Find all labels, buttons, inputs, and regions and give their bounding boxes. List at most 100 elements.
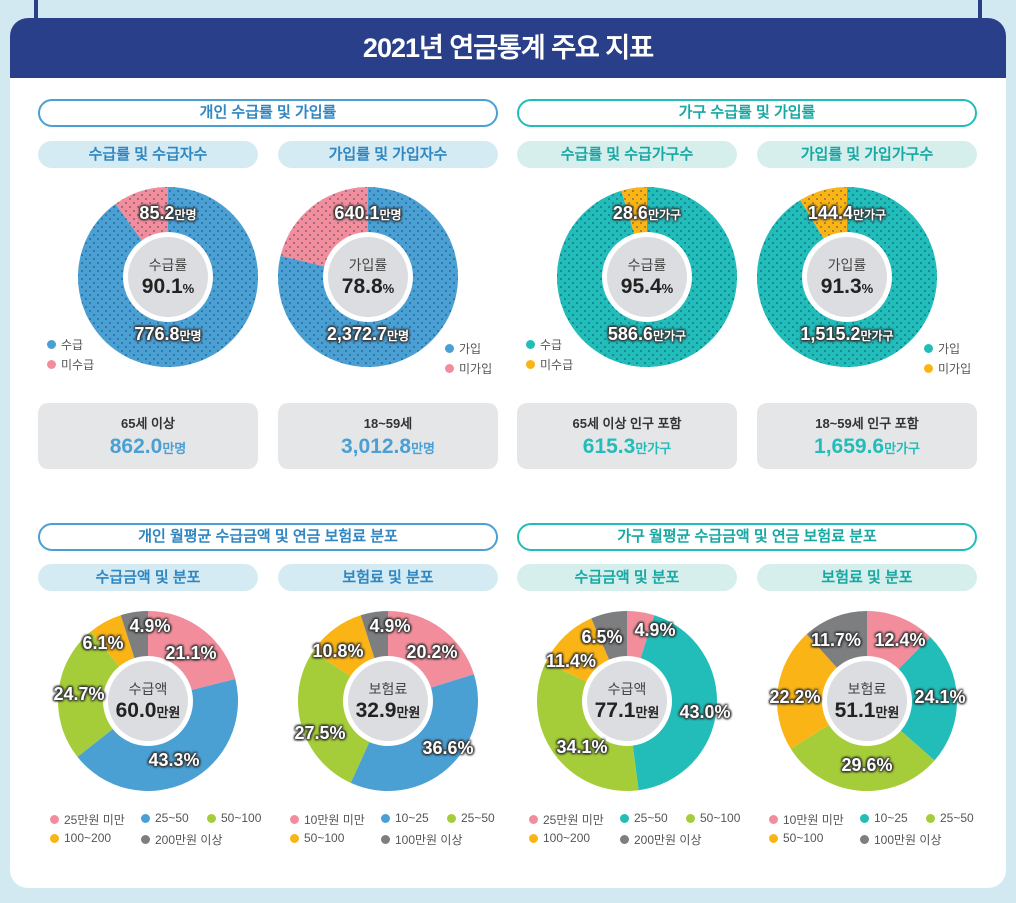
legend-item: 10만원 미만 [290, 811, 365, 828]
legend-label: 50~100 [700, 811, 741, 825]
slice-unit: 만명 [379, 208, 402, 222]
section-header: 가구 수급률 및 가입률 [517, 99, 977, 127]
slice-label: 29.6% [841, 755, 893, 775]
center-value: 90.1% [142, 275, 194, 299]
donut-chart [537, 611, 717, 791]
legend-item: 25~50 [620, 811, 668, 825]
center-value: 95.4% [621, 275, 673, 299]
chart-subtitle: 보험료 및 분포 [278, 564, 498, 591]
center-label: 보험료 [847, 681, 887, 697]
legend-label: 50~100 [304, 831, 345, 845]
slice-value: 586.6 [607, 324, 653, 344]
slice-unit: 만가구 [652, 329, 687, 343]
slice-value: 144.4 [807, 203, 853, 223]
center-number: 32.9 [355, 699, 397, 722]
slice-label: 43.0% [679, 702, 731, 722]
info-number: 615.3 [582, 435, 636, 458]
donut-center [827, 661, 907, 741]
center-number: 78.8 [341, 275, 383, 298]
slice-value: 640.1 [334, 203, 380, 223]
donut-chart [57, 611, 238, 791]
slice-label: 36.6% [422, 738, 474, 758]
legend-dot-icon [620, 813, 629, 823]
donut-center [108, 661, 188, 741]
info-number: 3,012.8 [341, 435, 412, 458]
legend-item: 25~50 [141, 811, 189, 825]
legend-dot-icon [860, 813, 869, 823]
legend-label: 50~100 [783, 831, 824, 845]
center-label: 보험료 [368, 681, 408, 697]
legend-item: 25만원 미만 [50, 811, 125, 828]
slice-percent: 10.8 [312, 641, 348, 661]
legend-label: 200만원 이상 [155, 833, 223, 847]
legend-dot-icon [290, 815, 299, 824]
legend-label: 25~50 [940, 811, 974, 825]
legend-item: 50~100 [686, 811, 740, 825]
donut-center [807, 237, 887, 317]
legend-dot-icon [141, 835, 150, 844]
slice-label: 27.5% [294, 723, 346, 743]
legend-label: 수급 [61, 338, 84, 352]
legend-dot-icon [926, 813, 935, 823]
slice-label: 4.9% [634, 620, 676, 640]
legend-dot-icon [381, 813, 390, 823]
center-number: 77.1 [594, 699, 636, 722]
chart-subtitle: 수급률 및 수급가구수 [517, 141, 737, 168]
legend-dot-icon [50, 815, 59, 824]
info-value: 1,659.6만가구 [757, 435, 977, 459]
slice-value: 85.2 [139, 203, 175, 223]
legend-item: 100만원 이상 [860, 831, 942, 848]
legend-label: 100~200 [64, 831, 112, 845]
pie-slice [867, 636, 957, 761]
slice-label: 6.5% [581, 627, 623, 647]
slice-percent: 24.7 [53, 684, 89, 704]
info-value: 862.0만명 [38, 435, 258, 459]
chart-subtitle: 보험료 및 분포 [757, 564, 977, 591]
center-value: 60.0만원 [116, 699, 181, 723]
info-value: 3,012.8만명 [278, 435, 498, 459]
chart-subtitle: 가입률 및 가입가구수 [757, 141, 977, 168]
slice-label: 6.1% [82, 633, 124, 653]
legend-item: 100~200 [50, 831, 111, 845]
info-box: 65세 이상 인구 포함 615.3만가구 [517, 403, 737, 469]
legend-item: 50~100 [769, 831, 823, 845]
legend-dot-icon [620, 835, 629, 844]
legend-dot-icon [445, 344, 454, 353]
legend-label: 10~25 [395, 811, 429, 825]
center-value: 77.1만원 [595, 699, 660, 723]
slice-label: 4.9% [369, 616, 411, 636]
center-unit: % [861, 281, 874, 296]
legend-label: 수급 [540, 338, 563, 352]
info-box: 65세 이상 862.0만명 [38, 403, 258, 469]
legend-dot-icon [381, 835, 390, 844]
legend-label: 25~50 [155, 811, 189, 825]
donut-center [328, 237, 408, 317]
slice-label: 144.4만가구 [808, 203, 886, 225]
legend-item: 25~50 [926, 811, 974, 825]
slice-unit: 만가구 [852, 208, 887, 222]
slice-label: 20.2% [406, 642, 458, 662]
slice-label: 43.3% [148, 750, 200, 770]
legend-dot-icon [769, 833, 778, 843]
slice-label: 586.6만가구 [608, 324, 686, 346]
legend-label: 미가입 [938, 362, 972, 376]
slice-percent: 6.5 [581, 627, 607, 647]
info-unit: 만명 [411, 441, 435, 456]
slice-label: 4.9% [129, 616, 171, 636]
donut-center-text: 가입률 91.3% [821, 255, 873, 299]
legend-item: 10만원 미만 [769, 811, 844, 828]
center-label: 수급액 [128, 681, 168, 697]
legend-dot-icon [47, 360, 56, 369]
slice-percent: 4.9 [129, 616, 155, 636]
legend-item: 100~200 [529, 831, 590, 845]
slice-label: 1,515.2만가구 [800, 324, 893, 346]
slice-label: 2,372.7만명 [327, 324, 409, 346]
pie-slice [777, 634, 867, 749]
info-number: 862.0 [109, 435, 163, 458]
legend-label: 100만원 이상 [874, 833, 942, 847]
slice-percent: 22.2 [769, 687, 805, 707]
info-number: 1,659.6 [814, 435, 885, 458]
slice-percent: 12.4 [874, 630, 910, 650]
donut-center [348, 661, 428, 741]
legend-item: 가입 [924, 340, 960, 357]
